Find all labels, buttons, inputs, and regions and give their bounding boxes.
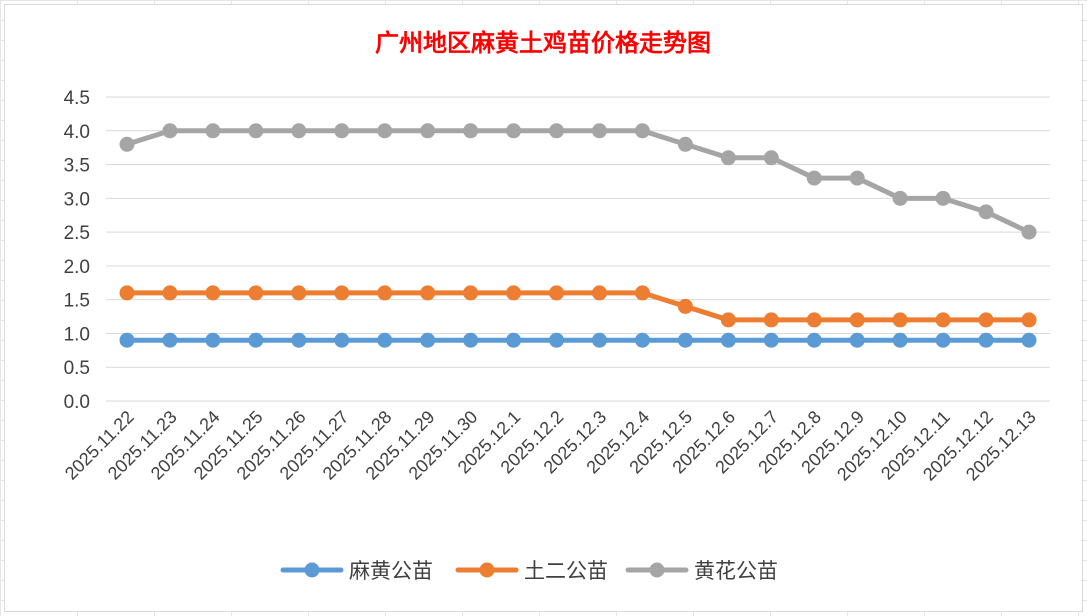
data-point[interactable]	[677, 332, 693, 348]
data-point[interactable]	[892, 190, 908, 206]
y-tick-label: 4.5	[64, 88, 90, 109]
y-tick-label: 3.0	[64, 189, 90, 210]
data-point[interactable]	[119, 136, 135, 152]
data-point[interactable]	[248, 285, 264, 301]
legend-swatch-marker	[304, 562, 320, 578]
data-point[interactable]	[935, 332, 951, 348]
legend-item[interactable]: 麻黄公苗	[280, 559, 433, 583]
series-lines	[119, 123, 1037, 348]
y-tick-label: 2.5	[64, 223, 90, 244]
data-point[interactable]	[720, 312, 736, 328]
data-point[interactable]	[806, 170, 822, 186]
data-point[interactable]	[549, 285, 565, 301]
chart-title: 广州地区麻黄土鸡苗价格走势图	[375, 28, 711, 57]
data-point[interactable]	[763, 312, 779, 328]
data-point[interactable]	[205, 123, 221, 139]
series-土二公苗[interactable]	[119, 285, 1037, 328]
data-point[interactable]	[591, 285, 607, 301]
data-point[interactable]	[334, 123, 350, 139]
gridlines	[106, 96, 1050, 402]
data-point[interactable]	[506, 285, 522, 301]
x-axis-ticks: 2025.11.222025.11.232025.11.242025.11.25…	[61, 407, 1040, 485]
data-point[interactable]	[978, 312, 994, 328]
data-point[interactable]	[506, 123, 522, 139]
data-point[interactable]	[463, 332, 479, 348]
data-point[interactable]	[377, 332, 393, 348]
data-point[interactable]	[634, 285, 650, 301]
data-point[interactable]	[420, 332, 436, 348]
data-point[interactable]	[978, 204, 994, 220]
data-point[interactable]	[720, 332, 736, 348]
data-point[interactable]	[463, 123, 479, 139]
data-point[interactable]	[162, 332, 178, 348]
legend-label: 黄花公苗	[694, 559, 778, 583]
legend: 麻黄公苗 土二公苗 黄花公苗	[280, 559, 778, 583]
y-tick-label: 0.5	[64, 358, 90, 379]
data-point[interactable]	[248, 123, 264, 139]
data-point[interactable]	[978, 332, 994, 348]
series-line	[124, 128, 1032, 235]
data-point[interactable]	[806, 332, 822, 348]
legend-swatch-marker	[649, 562, 665, 578]
series-黄花公苗[interactable]	[119, 123, 1037, 240]
y-tick-label: 0.0	[64, 392, 90, 413]
y-axis-ticks: 0.0 0.5 1.0 1.5 2.0 2.5 3.0 3.5 4.0 4.5	[64, 88, 90, 413]
data-point[interactable]	[119, 285, 135, 301]
data-point[interactable]	[205, 285, 221, 301]
legend-item[interactable]: 黄花公苗	[625, 559, 778, 583]
legend-label: 麻黄公苗	[349, 559, 433, 583]
data-point[interactable]	[591, 332, 607, 348]
data-point[interactable]	[506, 332, 522, 348]
data-point[interactable]	[549, 332, 565, 348]
data-point[interactable]	[291, 285, 307, 301]
legend-label: 土二公苗	[524, 559, 608, 583]
data-point[interactable]	[377, 123, 393, 139]
data-point[interactable]	[806, 312, 822, 328]
data-point[interactable]	[849, 332, 865, 348]
data-point[interactable]	[162, 285, 178, 301]
y-tick-label: 1.0	[64, 324, 90, 345]
data-point[interactable]	[935, 312, 951, 328]
data-point[interactable]	[892, 332, 908, 348]
legend-item[interactable]: 土二公苗	[455, 559, 608, 583]
data-point[interactable]	[591, 123, 607, 139]
data-point[interactable]	[935, 190, 951, 206]
data-point[interactable]	[549, 123, 565, 139]
data-point[interactable]	[377, 285, 393, 301]
series-麻黄公苗[interactable]	[119, 332, 1037, 348]
data-point[interactable]	[763, 150, 779, 166]
y-tick-label: 2.0	[64, 257, 90, 278]
data-point[interactable]	[248, 332, 264, 348]
data-point[interactable]	[1021, 312, 1037, 328]
chart-area[interactable]	[4, 4, 1083, 612]
data-point[interactable]	[634, 123, 650, 139]
data-point[interactable]	[463, 285, 479, 301]
data-point[interactable]	[420, 123, 436, 139]
data-point[interactable]	[892, 312, 908, 328]
data-point[interactable]	[1021, 332, 1037, 348]
data-point[interactable]	[205, 332, 221, 348]
data-point[interactable]	[334, 285, 350, 301]
y-tick-label: 4.0	[64, 122, 90, 143]
data-point[interactable]	[849, 312, 865, 328]
data-point[interactable]	[291, 123, 307, 139]
data-point[interactable]	[677, 298, 693, 314]
data-point[interactable]	[849, 170, 865, 186]
data-point[interactable]	[334, 332, 350, 348]
data-point[interactable]	[763, 332, 779, 348]
data-point[interactable]	[634, 332, 650, 348]
legend-swatch-marker	[479, 562, 495, 578]
data-point[interactable]	[1021, 224, 1037, 240]
data-point[interactable]	[420, 285, 436, 301]
data-point[interactable]	[291, 332, 307, 348]
data-point[interactable]	[720, 150, 736, 166]
data-point[interactable]	[677, 136, 693, 152]
series-line	[124, 290, 1032, 323]
y-tick-label: 3.5	[64, 156, 90, 177]
y-tick-label: 1.5	[64, 291, 90, 312]
data-point[interactable]	[119, 332, 135, 348]
data-point[interactable]	[162, 123, 178, 139]
